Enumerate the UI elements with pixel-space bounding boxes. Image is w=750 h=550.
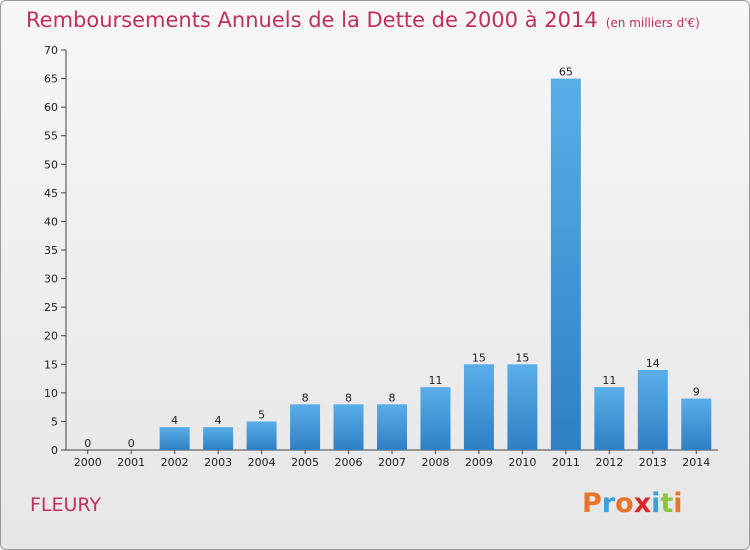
x-tick-label: 2001 [117, 456, 145, 469]
data-label: 11 [602, 374, 616, 387]
logo-letter: i [651, 488, 661, 519]
bar [159, 427, 190, 450]
chart-title-text: Remboursements Annuels de la Dette de 20… [26, 8, 598, 32]
x-tick-label: 2003 [204, 456, 232, 469]
x-tick-label: 2007 [378, 456, 406, 469]
data-label: 8 [389, 391, 396, 404]
data-label: 9 [693, 386, 700, 399]
city-name: FLEURY [30, 494, 102, 516]
x-tick-label: 2005 [291, 456, 319, 469]
x-tick-label: 2002 [161, 456, 189, 469]
logo-letter: i [673, 488, 683, 519]
y-tick-label: 25 [44, 301, 58, 314]
data-label: 15 [472, 351, 486, 364]
logo-letter: t [660, 488, 674, 519]
bar [246, 421, 277, 450]
bar [507, 364, 538, 450]
x-tick-label: 2009 [465, 456, 493, 469]
bar [333, 404, 364, 450]
data-label: 5 [258, 408, 265, 421]
y-tick-label: 0 [51, 444, 58, 457]
y-tick-label: 30 [44, 273, 58, 286]
bar [681, 398, 712, 450]
bar [550, 78, 581, 451]
x-tick-label: 2008 [421, 456, 449, 469]
x-tick-label: 2010 [508, 456, 536, 469]
data-label: 0 [128, 437, 135, 450]
y-tick-label: 5 [51, 415, 58, 428]
y-tick-label: 55 [44, 130, 58, 143]
bar [594, 387, 625, 450]
data-label: 4 [215, 414, 222, 427]
x-tick-label: 2013 [639, 456, 667, 469]
chart-bars: 0 0 4 4 5 8 8 8 11 15 15 65 11 14 9 [84, 66, 712, 451]
y-tick-label: 65 [44, 73, 58, 86]
x-tick-label: 2006 [335, 456, 363, 469]
x-tick-label: 2000 [74, 456, 102, 469]
chart-title: Remboursements Annuels de la Dette de 20… [26, 8, 700, 32]
bar [203, 427, 234, 450]
bar [637, 370, 668, 450]
y-tick-label: 70 [44, 44, 58, 57]
y-tick-label: 15 [44, 358, 58, 371]
y-tick-label: 35 [44, 244, 58, 257]
bar [420, 387, 451, 450]
logo-letter: o [615, 488, 634, 519]
logo-letter: P [582, 488, 602, 519]
bar [290, 404, 321, 450]
data-label: 4 [171, 414, 178, 427]
x-tick-label: 2014 [682, 456, 710, 469]
logo-letter: r [601, 488, 616, 519]
data-label: 8 [345, 391, 352, 404]
x-tick-label: 2004 [248, 456, 276, 469]
chart-unit-label: (en milliers d'€) [605, 16, 700, 30]
data-label: 0 [84, 437, 91, 450]
data-label: 14 [646, 357, 660, 370]
data-label: 11 [428, 374, 442, 387]
data-label: 15 [515, 351, 529, 364]
x-tick-label: 2012 [595, 456, 623, 469]
y-tick-label: 45 [44, 187, 58, 200]
x-tick-label: 2011 [552, 456, 580, 469]
bar [377, 404, 407, 450]
y-tick-label: 10 [44, 387, 58, 400]
y-tick-label: 60 [44, 101, 58, 114]
proxiti-logo: Proxiti [582, 488, 683, 519]
data-label: 8 [302, 391, 309, 404]
logo-letter: x [633, 488, 652, 519]
y-tick-label: 20 [44, 330, 58, 343]
y-tick-label: 40 [44, 215, 58, 228]
y-tick-label: 50 [44, 158, 58, 171]
bar [463, 364, 494, 450]
data-label: 65 [559, 66, 573, 79]
